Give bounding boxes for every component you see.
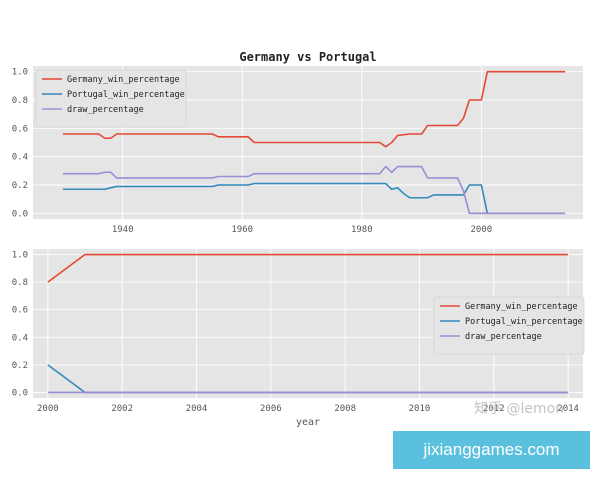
legend-label: Portugal_win_percentage: [67, 90, 185, 100]
y-tick-label: 1.0: [12, 251, 28, 261]
x-tick-label: 1980: [351, 225, 373, 235]
zhihu-watermark: 知乎 @lemon: [474, 401, 565, 417]
x-tick-label: 2006: [260, 404, 282, 414]
y-tick-label: 0.6: [12, 306, 28, 316]
x-tick-label: 1960: [231, 225, 253, 235]
legend-box: [433, 296, 585, 355]
y-tick-label: 0.2: [12, 181, 28, 191]
series-line-draw_percentage: [62, 165, 566, 215]
y-tick-label: 0.0: [12, 209, 28, 219]
legend-label: Germany_win_percentage: [67, 75, 180, 85]
y-tick-label: 0.8: [12, 278, 28, 288]
y-tick-label: 0.8: [12, 96, 28, 106]
legend-label: draw_percentage: [465, 332, 542, 342]
series-line-Portugal_win_percentage: [62, 182, 566, 215]
chart-panel-1: 0.0 0.2 0.4 0.6 0.8 1.0 1940 1960 1980 2000 German…: [12, 50, 583, 235]
legend-label: Germany_win_percentage: [465, 302, 578, 312]
legend-label: draw_percentage: [67, 105, 144, 115]
y-tick-label: 0.2: [12, 361, 28, 371]
x-tick-label: 2000: [471, 225, 493, 235]
series-line-Germany_win_percentage: [62, 70, 566, 148]
y-tick-label: 0.6: [12, 124, 28, 134]
x-axis-label: year: [296, 417, 320, 428]
x-tick-label: 2002: [111, 404, 133, 414]
x-tick-label: 2004: [186, 404, 208, 414]
x-tick-label: 2008: [334, 404, 356, 414]
y-tick-label: 0.4: [12, 153, 28, 163]
x-tick-label: 2012: [483, 404, 505, 414]
legend-box: [35, 69, 187, 128]
chart-panel-2: 0.0 0.2 0.4 0.6 0.8 1.0 2000 2002 2004 2006 2008 20…: [12, 249, 585, 428]
site-watermark: jixianggames.com: [393, 431, 590, 469]
x-tick-label: 1940: [112, 225, 134, 235]
y-tick-label: 0.4: [12, 333, 28, 343]
series-line-Germany_win_percentage: [47, 253, 569, 283]
x-tick-label: 2010: [409, 404, 431, 414]
chart-title: Germany vs Portugal: [239, 50, 376, 64]
y-tick-label: 1.0: [12, 68, 28, 78]
legend-label: Portugal_win_percentage: [465, 317, 583, 327]
y-tick-label: 0.0: [12, 388, 28, 398]
x-tick-label: 2000: [37, 404, 59, 414]
x-tick-label: 2014: [557, 404, 579, 414]
